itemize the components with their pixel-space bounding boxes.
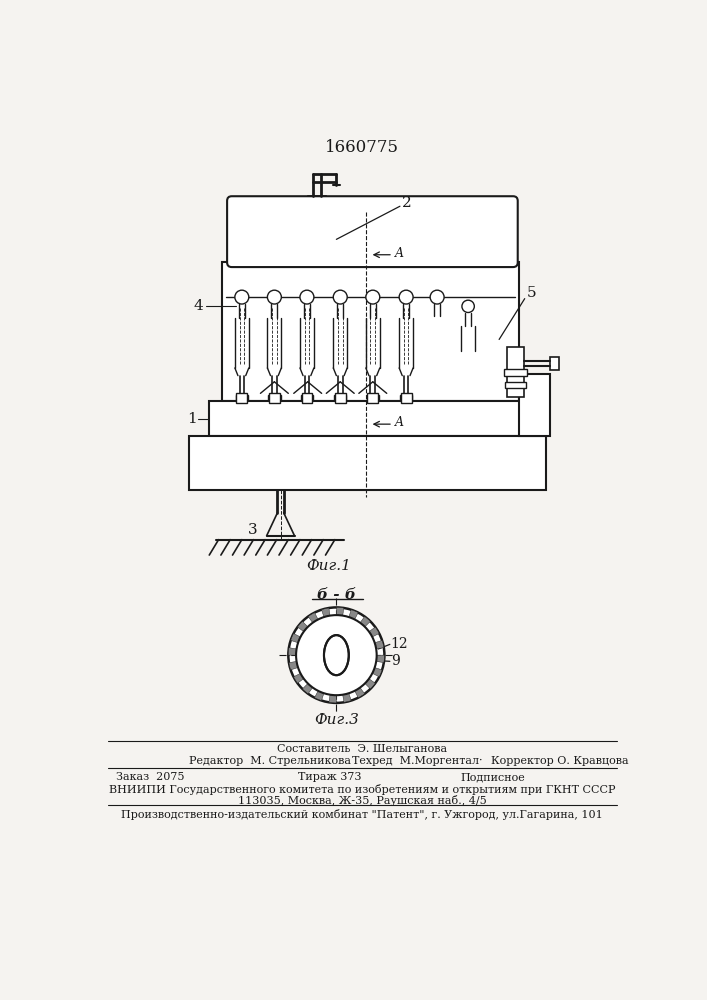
Wedge shape xyxy=(303,683,312,694)
Text: б - б: б - б xyxy=(317,588,356,602)
Text: Подписное: Подписное xyxy=(460,772,525,782)
Wedge shape xyxy=(298,621,308,632)
Text: Производственно-издательский комбинат "Патент", г. Ужгород, ул.Гагарина, 101: Производственно-издательский комбинат "П… xyxy=(121,809,603,820)
Text: Заказ  2075: Заказ 2075 xyxy=(115,772,184,782)
Circle shape xyxy=(333,290,347,304)
Bar xyxy=(367,395,379,400)
Text: Корректор О. Кравцова: Корректор О. Кравцова xyxy=(491,756,629,766)
Bar xyxy=(334,395,346,400)
Circle shape xyxy=(430,290,444,304)
Bar xyxy=(401,393,411,403)
Text: Техред  М.Моргентал·: Техред М.Моргентал· xyxy=(352,756,482,766)
Text: Составитель  Э. Шелыганова: Составитель Э. Шелыганова xyxy=(277,744,447,754)
Wedge shape xyxy=(369,627,379,637)
Text: 113035, Москва, Ж-35, Раушская наб., 4/5: 113035, Москва, Ж-35, Раушская наб., 4/5 xyxy=(238,795,486,806)
Text: 9: 9 xyxy=(391,654,399,668)
Bar xyxy=(189,436,546,490)
Text: Фиг.3: Фиг.3 xyxy=(314,713,359,727)
Bar xyxy=(300,395,313,400)
Wedge shape xyxy=(365,679,375,689)
Bar xyxy=(505,382,526,388)
Bar xyxy=(236,393,247,403)
Wedge shape xyxy=(329,695,337,703)
Text: A: A xyxy=(395,247,404,260)
Circle shape xyxy=(366,290,380,304)
Wedge shape xyxy=(375,640,384,649)
Circle shape xyxy=(288,607,385,703)
Text: 2: 2 xyxy=(402,196,412,210)
Text: 1660775: 1660775 xyxy=(325,139,399,156)
Ellipse shape xyxy=(324,635,349,675)
Text: 5: 5 xyxy=(526,286,536,300)
Bar xyxy=(235,395,248,400)
Wedge shape xyxy=(322,608,330,617)
Text: A: A xyxy=(395,416,404,429)
Text: 4: 4 xyxy=(193,299,203,313)
Bar xyxy=(269,393,280,403)
Bar xyxy=(549,357,559,370)
Bar xyxy=(301,393,312,403)
Circle shape xyxy=(300,290,314,304)
Bar xyxy=(222,262,518,401)
Text: Фиг.1: Фиг.1 xyxy=(306,559,351,573)
Wedge shape xyxy=(291,633,300,643)
Circle shape xyxy=(462,300,474,312)
FancyBboxPatch shape xyxy=(227,196,518,267)
Wedge shape xyxy=(293,673,304,683)
Text: Тираж 373: Тираж 373 xyxy=(298,772,361,782)
Wedge shape xyxy=(315,691,324,701)
Wedge shape xyxy=(373,668,382,677)
Wedge shape xyxy=(360,617,370,627)
Wedge shape xyxy=(289,661,298,670)
Bar xyxy=(504,369,527,376)
Circle shape xyxy=(317,637,355,674)
Text: Редактор  М. Стрельникова: Редактор М. Стрельникова xyxy=(189,756,351,766)
Wedge shape xyxy=(308,613,318,623)
Text: ВНИИПИ Государственного комитета по изобретениям и открытиям при ГКНТ СССР: ВНИИПИ Государственного комитета по изоб… xyxy=(109,784,615,795)
Bar xyxy=(518,374,549,436)
Circle shape xyxy=(267,290,281,304)
Bar xyxy=(308,196,327,202)
Text: 1: 1 xyxy=(187,412,197,426)
Bar xyxy=(335,393,346,403)
Wedge shape xyxy=(355,688,365,698)
Wedge shape xyxy=(343,693,351,702)
Wedge shape xyxy=(376,655,385,663)
Bar xyxy=(400,395,412,400)
Bar xyxy=(368,393,378,403)
Circle shape xyxy=(235,290,249,304)
Bar xyxy=(268,395,281,400)
Text: 3: 3 xyxy=(247,523,257,537)
Text: 12: 12 xyxy=(391,637,408,651)
Circle shape xyxy=(296,615,377,695)
Bar xyxy=(507,347,524,397)
Bar xyxy=(209,401,530,436)
Wedge shape xyxy=(337,607,344,616)
Wedge shape xyxy=(288,648,296,655)
Wedge shape xyxy=(349,610,358,619)
Circle shape xyxy=(399,290,413,304)
